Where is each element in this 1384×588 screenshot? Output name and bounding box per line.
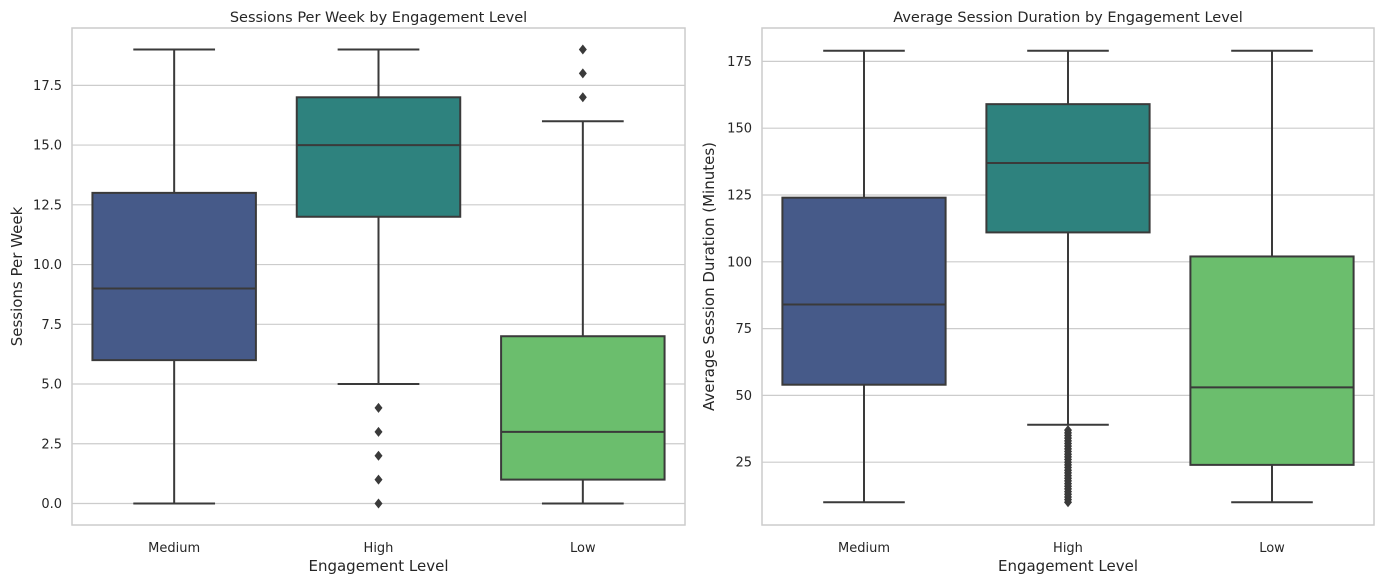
outlier-point — [374, 426, 383, 437]
duration-boxes — [781, 49, 1355, 508]
outlier-point — [374, 402, 383, 413]
sessions-box-high — [295, 48, 462, 509]
sessions-x-tick-label: Medium — [148, 541, 200, 556]
sessions-per-week-chart: 0.0 2.5 5.0 7.5 10.0 12.5 15.0 17.5 Medium High L… — [8, 10, 686, 575]
iqr-box — [781, 196, 947, 386]
iqr-box — [985, 103, 1151, 234]
iqr-box — [1189, 255, 1355, 466]
duration-y-tick-label: 100 — [727, 255, 752, 270]
sessions-y-tick-label: 15.0 — [33, 139, 62, 154]
sessions-y-tick-label: 7.5 — [41, 318, 62, 333]
sessions-x-tick-label: High — [364, 541, 394, 556]
sessions-y-tick-label: 10.0 — [33, 258, 62, 273]
duration-y-axis-label: Average Session Duration (Minutes) — [700, 142, 718, 411]
duration-x-ticks: Medium High Low — [838, 541, 1285, 556]
sessions-x-ticks: Medium High Low — [148, 541, 596, 556]
duration-box-medium — [781, 49, 947, 504]
duration-y-tick-label: 175 — [727, 55, 752, 70]
sessions-y-tick-label: 17.5 — [33, 79, 62, 94]
duration-y-tick-label: 25 — [735, 456, 752, 471]
duration-y-tick-label: 50 — [735, 389, 752, 404]
sessions-chart-title: Sessions Per Week by Engagement Level — [230, 10, 527, 26]
sessions-y-ticks: 0.0 2.5 5.0 7.5 10.0 12.5 15.0 17.5 — [33, 79, 62, 512]
duration-x-axis-label: Engagement Level — [998, 557, 1138, 575]
duration-x-tick-label: Medium — [838, 541, 890, 556]
iqr-box — [500, 335, 666, 481]
duration-y-ticks: 25 50 75 100 125 150 175 — [727, 55, 752, 471]
sessions-x-tick-label: Low — [570, 541, 596, 556]
sessions-y-tick-label: 5.0 — [41, 378, 62, 393]
duration-box-low — [1189, 49, 1355, 504]
duration-chart-title: Average Session Duration by Engagement L… — [893, 10, 1242, 26]
outlier-point — [374, 474, 383, 485]
iqr-box — [91, 191, 257, 362]
sessions-box-medium — [91, 48, 257, 505]
sessions-plot-frame — [71, 27, 686, 526]
duration-y-tick-label: 150 — [727, 122, 752, 137]
duration-y-tick-label: 125 — [727, 189, 752, 204]
outlier-point — [374, 450, 383, 461]
outlier-point — [374, 498, 383, 509]
duration-x-tick-label: Low — [1259, 541, 1285, 556]
outlier-point — [578, 92, 587, 103]
sessions-y-tick-label: 12.5 — [33, 198, 62, 213]
iqr-box — [295, 96, 462, 218]
sessions-y-axis-label: Sessions Per Week — [8, 206, 26, 346]
outlier-point — [1064, 425, 1072, 436]
session-duration-chart: 25 50 75 100 125 150 175 Medium High Low Average… — [700, 10, 1375, 575]
outlier-point — [578, 68, 587, 79]
outlier-point — [578, 44, 587, 55]
sessions-boxes — [91, 44, 666, 509]
sessions-y-tick-label: 2.5 — [41, 437, 62, 452]
sessions-x-axis-label: Engagement Level — [308, 557, 448, 575]
duration-x-tick-label: High — [1053, 541, 1083, 556]
sessions-box-low — [500, 44, 666, 505]
duration-plot-frame — [761, 27, 1375, 526]
duration-y-tick-label: 75 — [735, 322, 752, 337]
sessions-y-tick-label: 0.0 — [41, 497, 62, 512]
duration-box-high — [985, 49, 1151, 508]
